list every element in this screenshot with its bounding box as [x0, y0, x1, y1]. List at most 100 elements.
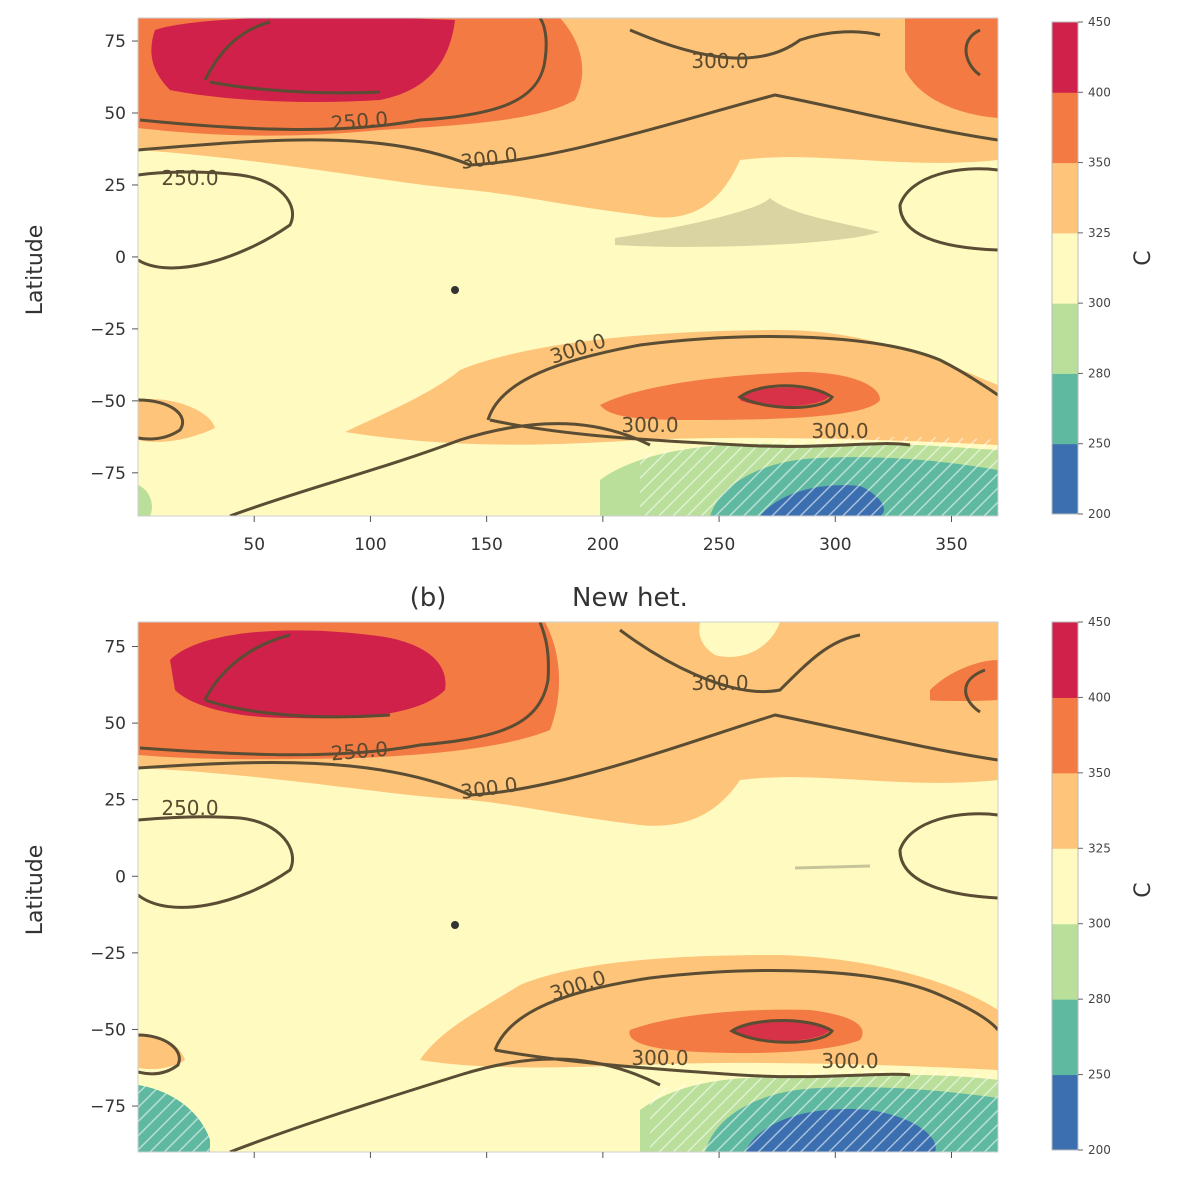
- panel-a-colorbar-label: C: [1131, 250, 1156, 265]
- colorbar-tick-label: 280: [1088, 366, 1111, 380]
- colorbar-segment: [1052, 697, 1078, 774]
- panel-a-nw-peak: [151, 18, 455, 102]
- panel-b-north-notch: [699, 622, 780, 657]
- colorbar-tick-label: 450: [1088, 615, 1111, 629]
- colorbar-tick-label: 325: [1088, 226, 1111, 240]
- colorbar-tick-label: 400: [1088, 690, 1111, 704]
- panel-b-contour-north-inner: [139, 622, 550, 757]
- panel-a-contour-south-lower: [489, 418, 911, 448]
- panel-b-contours: [138, 622, 998, 1152]
- contour-label: 300.0: [691, 49, 748, 73]
- y-tick-label: −25: [90, 320, 126, 340]
- panel-b-sw-hatch: [138, 1085, 210, 1152]
- panel-a-eq-band: [615, 198, 880, 247]
- panel-a-ne-high: [905, 18, 998, 118]
- colorbar-segment: [1052, 303, 1078, 374]
- colorbar-segment: [1052, 443, 1078, 515]
- colorbar-tick-label: 325: [1088, 841, 1111, 855]
- y-tick-label: −75: [90, 464, 126, 484]
- colorbar-segment: [1052, 162, 1078, 234]
- panel-a-field: [138, 18, 998, 516]
- panel-b-marker-dot: [451, 921, 459, 929]
- y-tick-label: 25: [104, 176, 126, 196]
- colorbar-frame: [1051, 621, 1079, 1151]
- panel-b-contour-west-loop: [138, 815, 294, 909]
- panel-a-west-blob: [138, 399, 215, 442]
- panel-b-eq-streak: [794, 864, 871, 870]
- colorbar-tick-label: 300: [1088, 296, 1111, 310]
- panel-a-sw-green: [138, 485, 152, 516]
- panel-a-contour-southwest: [229, 422, 651, 516]
- panel-b-south-hatch: [650, 1070, 998, 1152]
- y-tick-label: 50: [104, 104, 126, 124]
- colorbar-tick-label: 200: [1088, 1143, 1111, 1157]
- x-tick-label: 300: [819, 535, 851, 555]
- colorbar-frame: [1051, 21, 1079, 515]
- panel-b-title: New het.: [572, 583, 688, 613]
- panel-a-contour-north-inner: [139, 18, 548, 131]
- panel-b-contour-south-upper: [493, 969, 998, 1051]
- y-tick-label: −25: [90, 944, 126, 964]
- panel-b-contour-nw-peak: [203, 633, 391, 719]
- colorbar-tick-label: 250: [1088, 437, 1111, 451]
- colorbar-segment: [1052, 22, 1078, 93]
- colorbar-segment: [1052, 92, 1078, 164]
- colorbar-segment: [1052, 923, 1078, 1000]
- panel-a-contour-ne: [964, 28, 981, 77]
- colorbar-tick-label: 200: [1088, 507, 1111, 521]
- panel-b-ticks: 75 50 25 0 −25 −50 −75: [90, 638, 953, 1158]
- panel-b-nw-peak: [170, 630, 446, 719]
- panel-a-marker-dot: [451, 286, 459, 294]
- y-tick-label: 25: [104, 791, 126, 811]
- panel-a-contour-south-peak: [737, 384, 834, 409]
- panel-a-frame: [137, 17, 999, 517]
- x-tick-label: 250: [703, 535, 735, 555]
- colorbar-segment: [1052, 373, 1078, 445]
- panel-a-contours: [138, 18, 998, 516]
- colorbar-tick-label: 450: [1088, 15, 1111, 29]
- panel-b-contour-south-peak: [729, 1019, 835, 1044]
- y-tick-label: −50: [90, 392, 126, 412]
- panel-b-south-peak: [732, 1021, 830, 1041]
- panel-b-contour-west-small: [138, 1033, 181, 1076]
- panel-b-contour-ne: [964, 668, 986, 714]
- colorbar-segment: [1052, 999, 1078, 1076]
- contour-label: 300.0: [621, 413, 678, 437]
- panel-b-ylabel: Latitude: [23, 845, 48, 936]
- panel-b-label: (b): [410, 583, 447, 613]
- colorbar-tick-label: 400: [1088, 85, 1111, 99]
- x-tick-label: 350: [935, 535, 967, 555]
- x-tick-label: 100: [354, 535, 386, 555]
- colorbar-tick-label: 350: [1088, 156, 1111, 170]
- x-tick-label: 50: [243, 535, 265, 555]
- panel-b-frame: [137, 621, 999, 1153]
- panel-b-contour-north: [138, 713, 998, 797]
- contour-label: 250.0: [330, 107, 389, 136]
- contour-label: 300.0: [811, 419, 868, 443]
- panel-b-contour-northeast-line: [619, 628, 861, 693]
- panel-a-contour-northeast-line: [629, 28, 881, 60]
- contour-label: 250.0: [161, 796, 218, 820]
- x-tick-label: 150: [470, 535, 502, 555]
- y-tick-label: −50: [90, 1020, 126, 1040]
- panel-a-contour-west-loop: [138, 170, 294, 270]
- colorbar-tick-label: 350: [1088, 766, 1111, 780]
- contour-label: 250.0: [330, 737, 389, 766]
- colorbar-tick-label: 300: [1088, 917, 1111, 931]
- panel-b-west-blob: [138, 1034, 185, 1070]
- y-tick-label: 50: [104, 714, 126, 734]
- panel-a-ylabel: Latitude: [23, 225, 48, 316]
- colorbar-segment: [1052, 1074, 1078, 1151]
- y-tick-label: 0: [115, 867, 126, 887]
- contour-label: 300.0: [821, 1049, 878, 1073]
- y-tick-label: 75: [104, 32, 126, 52]
- contour-label: 300.0: [691, 671, 748, 695]
- colorbar-segment: [1052, 848, 1078, 925]
- y-tick-label: 0: [115, 248, 126, 268]
- colorbar-segment: [1052, 622, 1078, 698]
- panel-a-contour-west-small: [138, 398, 184, 441]
- contour-label: 300.0: [631, 1046, 688, 1070]
